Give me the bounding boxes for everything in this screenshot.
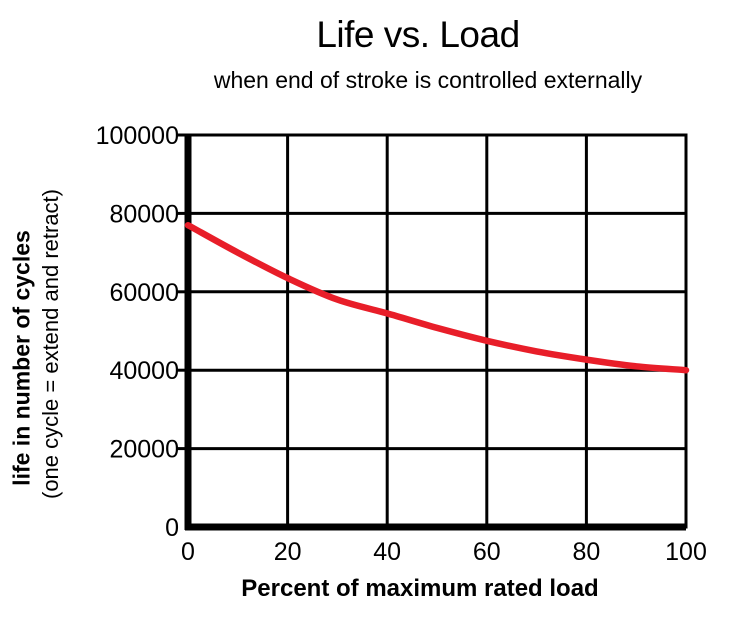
x-tick-label: 0 [181, 538, 195, 566]
y-tick-label: 80000 [109, 200, 179, 228]
x-axis-label: Percent of maximum rated load [241, 575, 599, 602]
x-tick-label: 80 [572, 538, 600, 566]
x-tick-label: 20 [274, 538, 302, 566]
life-vs-load-curve [184, 221, 690, 374]
chart-title: Life vs. Load [316, 14, 520, 55]
y-tick-label: 0 [165, 514, 179, 542]
x-tick-label: 40 [373, 538, 401, 566]
y-tick-label: 20000 [109, 436, 179, 464]
y-tick-label: 40000 [109, 357, 179, 385]
y-tick-label: 100000 [96, 122, 179, 150]
x-tick-label: 60 [473, 538, 501, 566]
y-tick-label: 60000 [109, 279, 179, 307]
x-tick-label: 100 [665, 538, 707, 566]
chart-subtitle: when end of stroke is controlled externa… [213, 67, 643, 93]
